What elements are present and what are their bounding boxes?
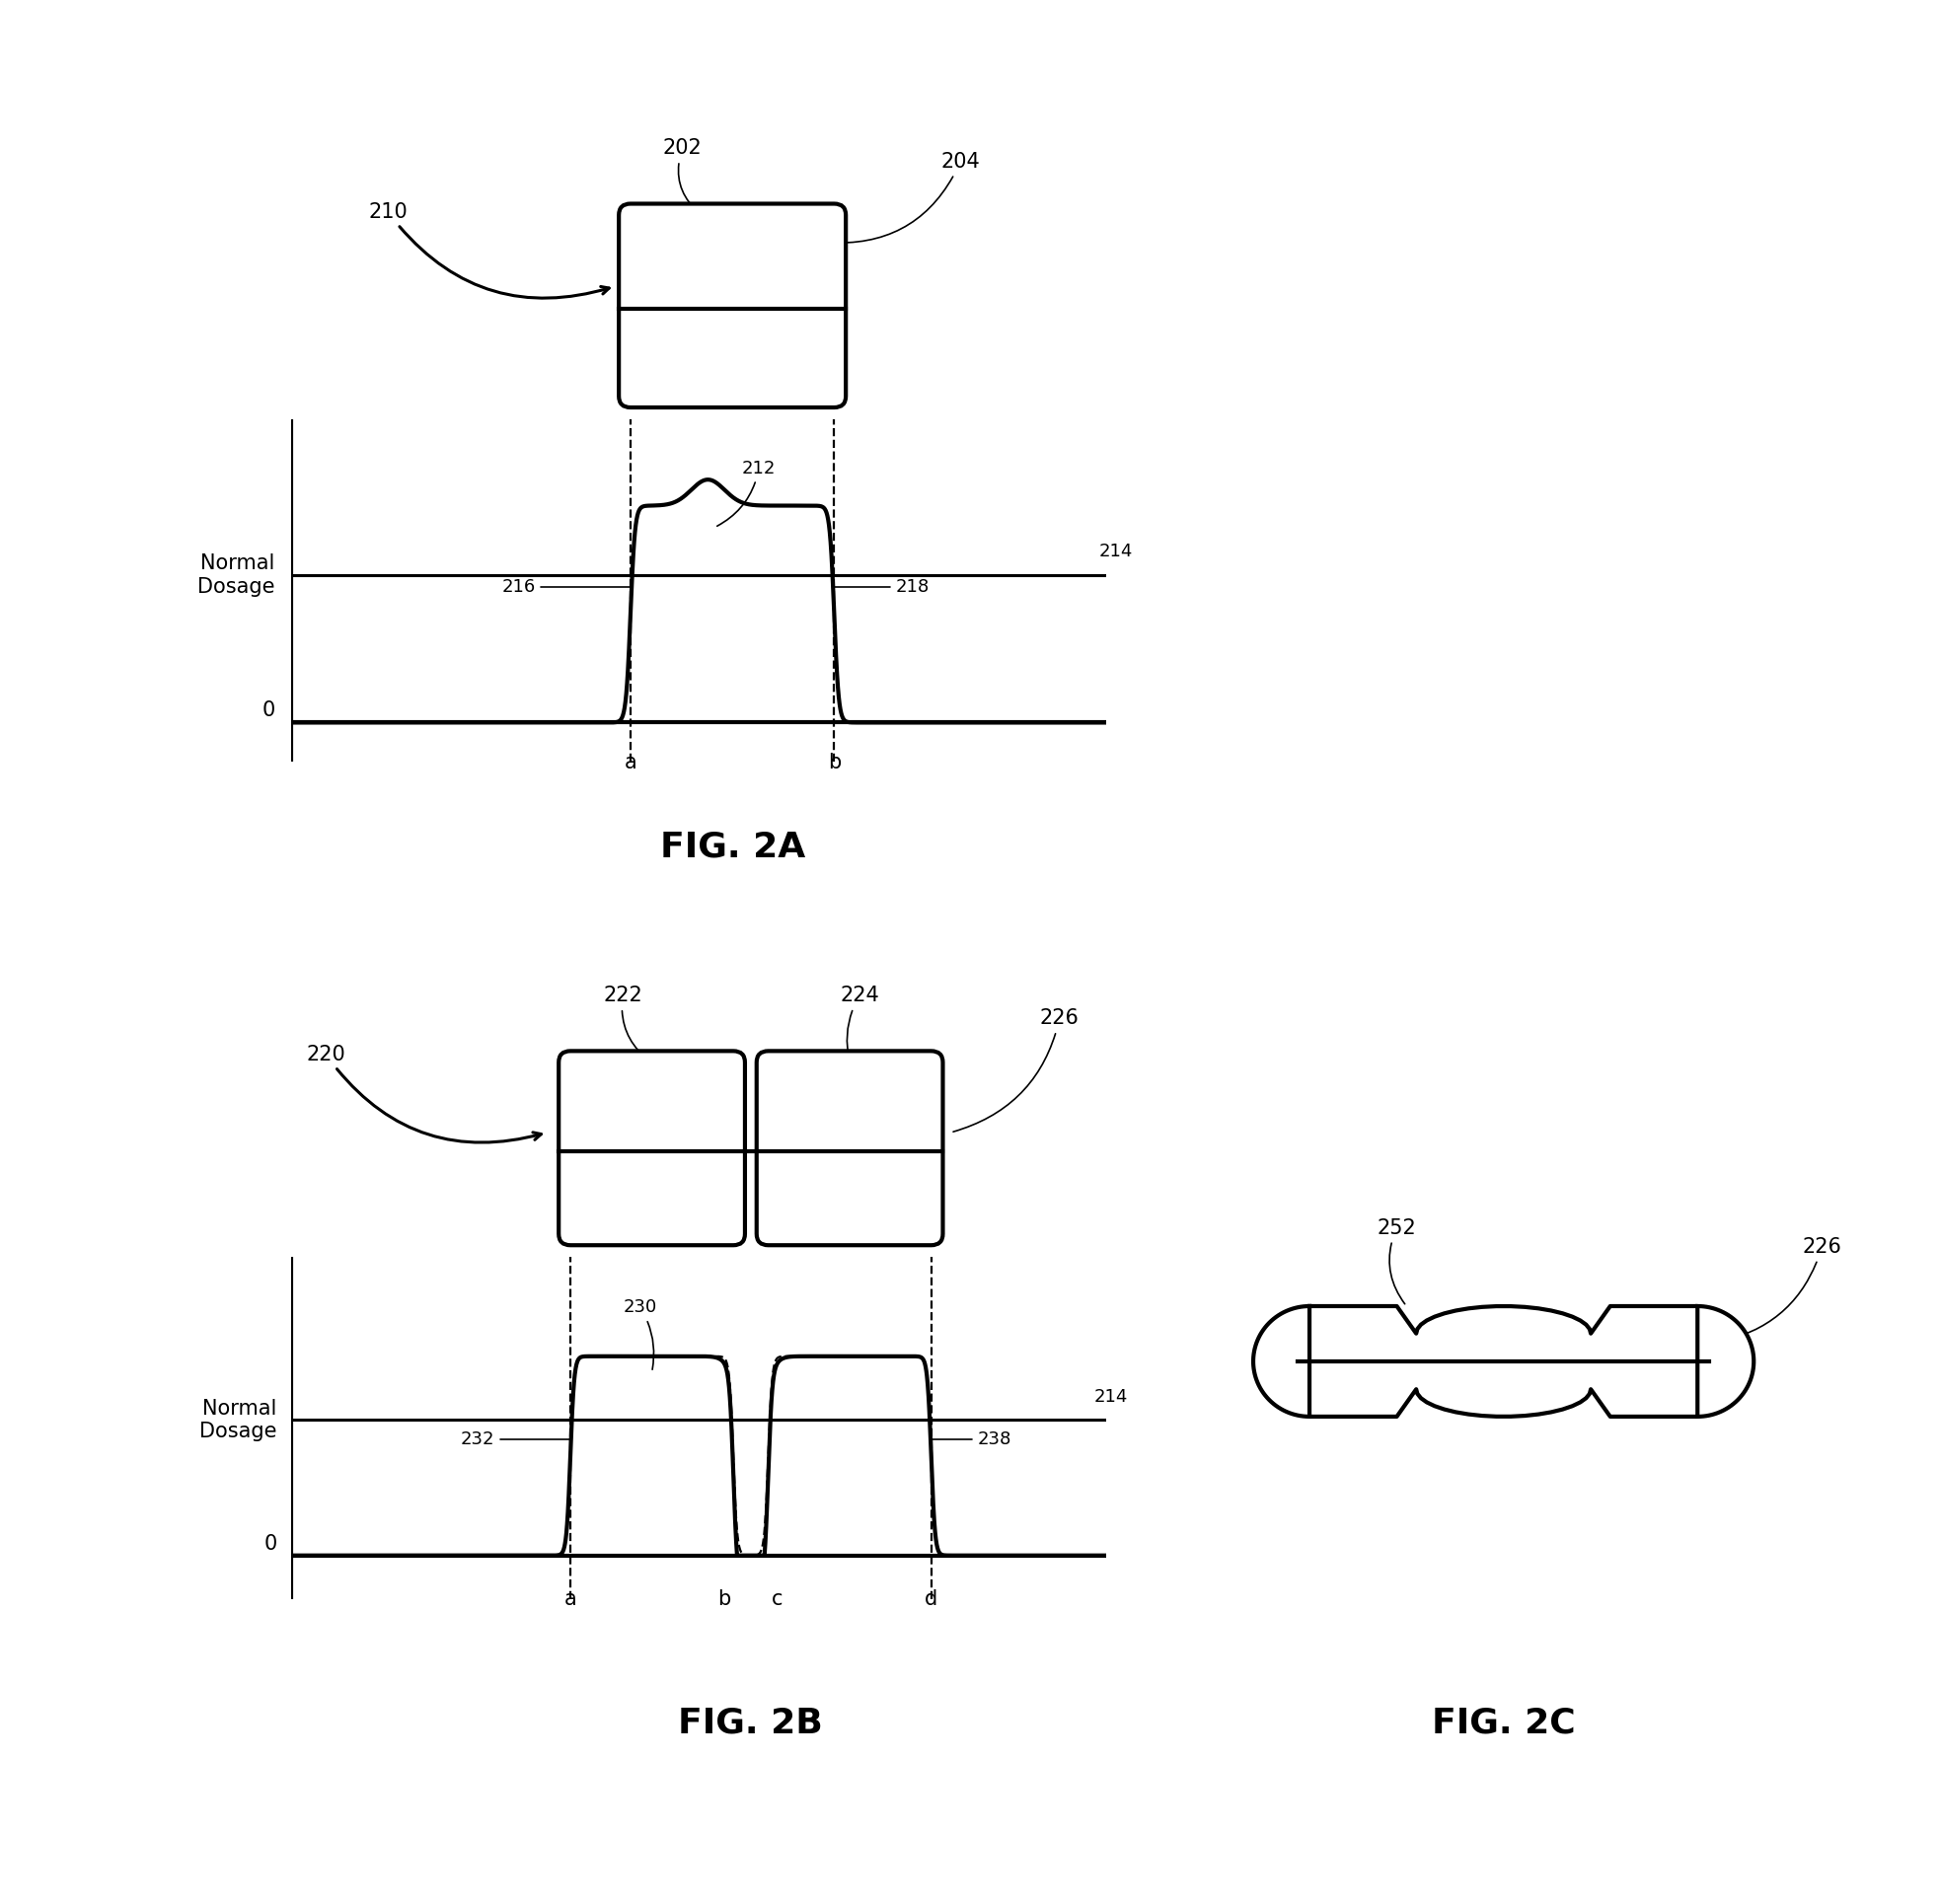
Text: FIG. 2B: FIG. 2B bbox=[679, 1706, 823, 1740]
Text: 252: 252 bbox=[1377, 1219, 1416, 1304]
Polygon shape bbox=[1698, 1306, 1754, 1417]
Text: a: a bbox=[565, 1590, 576, 1609]
Text: 218: 218 bbox=[834, 579, 929, 600]
Text: 222: 222 bbox=[603, 986, 650, 1061]
Text: FIG. 2A: FIG. 2A bbox=[660, 830, 805, 864]
Text: FIG. 2C: FIG. 2C bbox=[1432, 1706, 1575, 1740]
Polygon shape bbox=[1310, 1306, 1698, 1417]
Text: 216: 216 bbox=[502, 579, 630, 600]
Text: 214: 214 bbox=[1094, 1388, 1127, 1405]
Text: b: b bbox=[828, 752, 840, 773]
FancyBboxPatch shape bbox=[757, 1051, 943, 1245]
Text: 202: 202 bbox=[663, 139, 702, 213]
Text: 204: 204 bbox=[826, 152, 980, 244]
Text: 0: 0 bbox=[264, 1535, 277, 1554]
Polygon shape bbox=[1253, 1306, 1310, 1417]
Text: 212: 212 bbox=[718, 459, 776, 526]
Text: c: c bbox=[772, 1590, 784, 1609]
Text: 226: 226 bbox=[1719, 1238, 1841, 1342]
Text: Normal
Dosage: Normal Dosage bbox=[200, 1399, 277, 1441]
FancyBboxPatch shape bbox=[559, 1051, 745, 1245]
Text: Normal
Dosage: Normal Dosage bbox=[198, 554, 275, 596]
Text: 238: 238 bbox=[931, 1430, 1011, 1453]
Text: 220: 220 bbox=[307, 1045, 541, 1142]
Text: 230: 230 bbox=[623, 1299, 658, 1369]
Text: d: d bbox=[925, 1590, 937, 1609]
Text: 224: 224 bbox=[840, 986, 879, 1061]
Text: a: a bbox=[625, 752, 636, 773]
Text: 226: 226 bbox=[953, 1009, 1079, 1131]
Text: b: b bbox=[718, 1590, 731, 1609]
Text: 0: 0 bbox=[262, 701, 275, 720]
Text: 210: 210 bbox=[369, 202, 609, 299]
FancyBboxPatch shape bbox=[619, 204, 846, 407]
Text: 214: 214 bbox=[1098, 543, 1133, 560]
Text: 232: 232 bbox=[460, 1430, 570, 1453]
